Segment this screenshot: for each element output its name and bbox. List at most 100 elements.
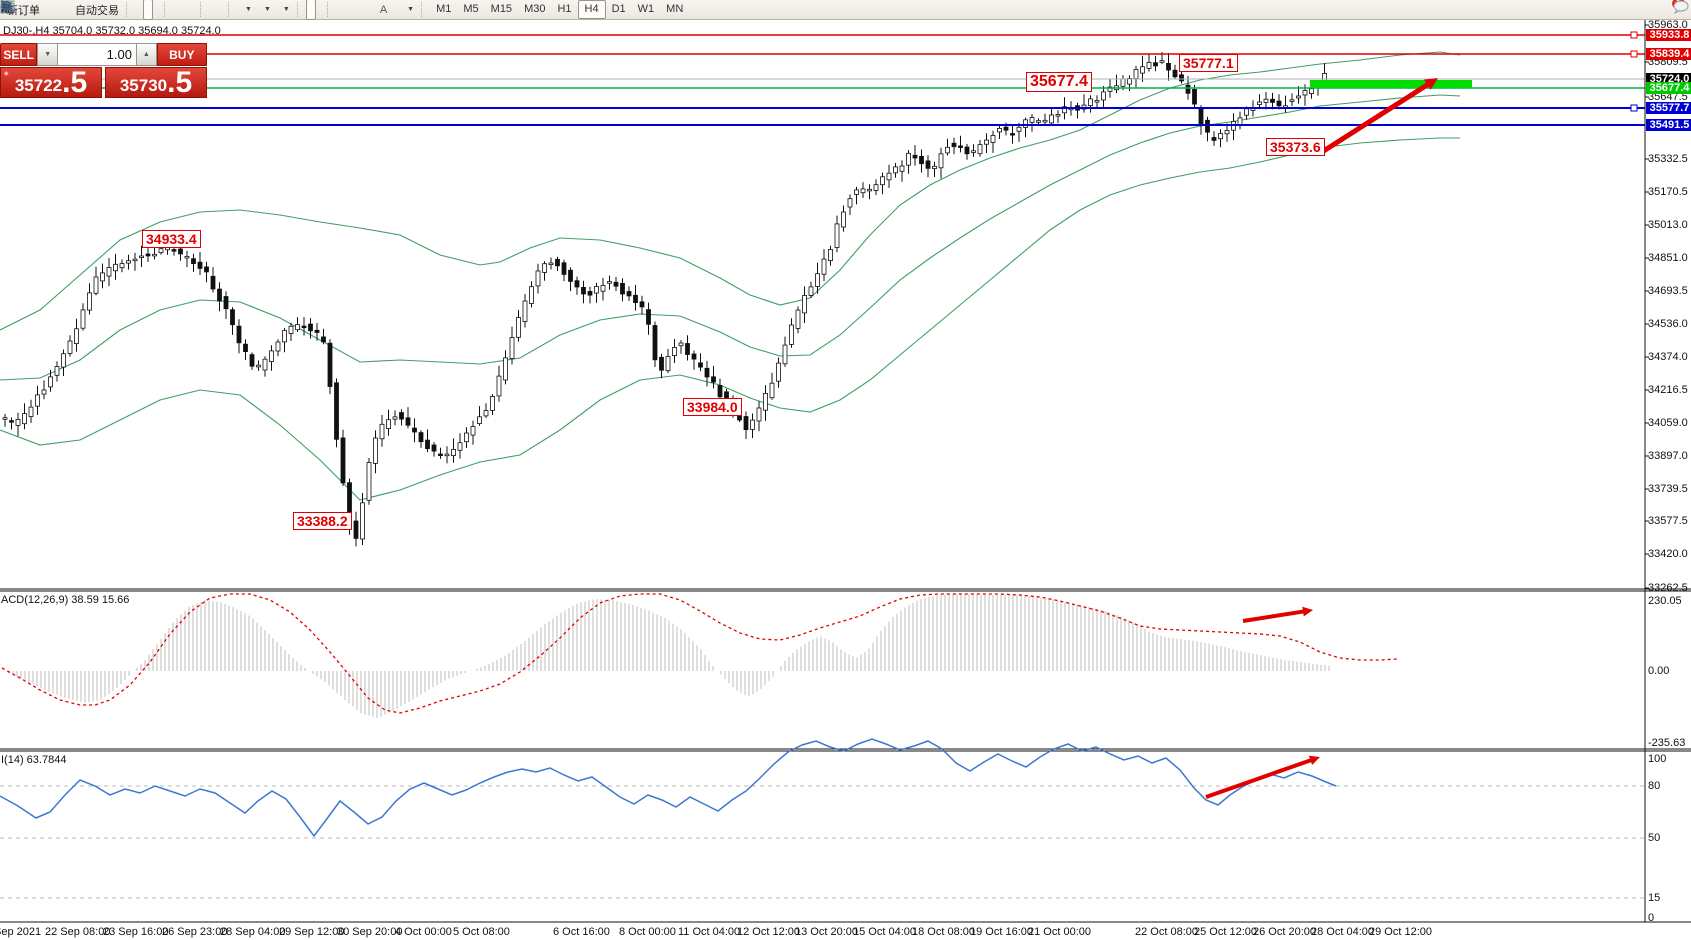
- green-highlight-bar[interactable]: [1310, 80, 1472, 88]
- price-axis-tick: 33739.5: [1648, 483, 1688, 495]
- time-axis-label: 8 Oct 00:00: [619, 926, 676, 938]
- price-annotation[interactable]: 35373.6: [1266, 138, 1325, 156]
- time-axis-label: 13 Oct 20:00: [795, 926, 858, 938]
- text-label-button[interactable]: T: [0, 0, 399, 19]
- price-annotation[interactable]: 33984.0: [683, 398, 742, 416]
- timeframe-mn[interactable]: MN: [666, 3, 684, 15]
- trendline-button[interactable]: [1, 0, 360, 19]
- price-axis-tick: 34374.0: [1648, 351, 1688, 363]
- chart-shift-button[interactable]: [1, 0, 225, 19]
- line-handle[interactable]: [1630, 104, 1638, 112]
- fibonacci-button[interactable]: F: [1, 0, 376, 19]
- price-axis-tick: 34693.5: [1648, 285, 1688, 297]
- timeframe-m30[interactable]: M30: [524, 3, 546, 15]
- timeframe-d1[interactable]: D1: [611, 3, 626, 15]
- sell-price-button[interactable]: ◆ 35722.5: [0, 67, 102, 98]
- new-order-label: 新订单: [7, 4, 40, 17]
- buy-button[interactable]: BUY: [156, 43, 207, 66]
- time-axis-label: 28 Oct 04:00: [1311, 926, 1374, 938]
- timeframe-w1[interactable]: W1: [637, 3, 655, 15]
- crosshair-button[interactable]: [1, 0, 324, 19]
- price-axis-tick: 35170.5: [1648, 186, 1688, 198]
- arrow-head-icon: [1308, 755, 1320, 765]
- price-axis-tick: 35013.0: [1648, 219, 1688, 231]
- bar-chart-button[interactable]: [1, 0, 143, 19]
- chart-forward-button[interactable]: [1, 0, 217, 19]
- candlestick-series: [2, 51, 1327, 547]
- time-axis-label: 29 Oct 12:00: [1369, 926, 1432, 938]
- toolbar-separator: [296, 2, 303, 17]
- data-window-button[interactable]: [1, 0, 60, 19]
- timeframe-m5[interactable]: M5: [463, 3, 479, 15]
- vertical-line-button[interactable]: [4, 0, 344, 19]
- one-click-trading-panel: SELL ▼ ▲ BUY ◆ 35722.5 35730.5: [0, 43, 207, 98]
- macd-histogram: [8, 594, 1330, 718]
- timeframe-h4[interactable]: H4: [577, 0, 606, 19]
- time-axis-label: 30 Sep 20:00: [337, 926, 403, 938]
- trend-arrow[interactable]: [1320, 80, 1433, 155]
- candlestick-chart-button[interactable]: [1, 0, 153, 20]
- horizontal-line-button[interactable]: [1, 0, 352, 19]
- time-axis-label: 11 Oct 04:00: [678, 926, 741, 938]
- cursor-button[interactable]: [1, 0, 316, 20]
- price-line-label: 35839.4: [1646, 48, 1691, 60]
- timeframe-m15[interactable]: M15: [490, 3, 513, 15]
- time-axis-label: 12 Oct 12:00: [737, 926, 800, 938]
- text-button[interactable]: A: [376, 0, 391, 19]
- tile-windows-button[interactable]: [1, 0, 197, 19]
- toolbar-separator: [228, 2, 234, 17]
- time-axis-label: 22 Oct 08:00: [1135, 926, 1198, 938]
- line-handle[interactable]: [1630, 50, 1638, 58]
- line-handle[interactable]: [1630, 31, 1638, 39]
- chart-title: DJ30-,H4 35704.0 35732.0 35694.0 35724.0: [3, 25, 221, 37]
- time-axis-label: 25 Oct 12:00: [1194, 926, 1257, 938]
- template-button[interactable]: ▼: [0, 0, 294, 19]
- time-axis-label: 5 Oct 08:00: [453, 926, 510, 938]
- search-button[interactable]: [1, 0, 1673, 19]
- zoom-in-button[interactable]: [1, 0, 181, 19]
- diamond-icon: ◆: [4, 71, 9, 77]
- signals-button[interactable]: [0, 0, 68, 19]
- time-axis-label: 23 Sep 16:00: [103, 926, 169, 938]
- time-axis-label: 22 Sep 08:00: [45, 926, 111, 938]
- sell-price: 35722: [14, 76, 63, 95]
- macd-axis-tick: 230.05: [1648, 595, 1682, 607]
- toolbar-separator: [126, 2, 132, 17]
- trend-arrow[interactable]: [1205, 757, 1315, 799]
- period-button[interactable]: ▼: [0, 0, 275, 19]
- volume-input[interactable]: [57, 43, 136, 66]
- volume-decrease-button[interactable]: ▼: [37, 43, 58, 66]
- price-line-label: 35577.7: [1646, 102, 1691, 114]
- price-annotation[interactable]: 33388.2: [293, 512, 352, 530]
- price-axis-tick: 34536.0: [1648, 318, 1688, 330]
- toolbar-separator: [164, 2, 170, 17]
- shapes-button[interactable]: ▼: [2, 0, 418, 19]
- chevron-down-icon: ▼: [263, 6, 271, 13]
- highlight-button[interactable]: [1, 0, 52, 19]
- auto-trading-label: 自动交易: [75, 4, 119, 17]
- buy-price-button[interactable]: 35730.5: [105, 67, 207, 98]
- toolbar-separator: [200, 2, 206, 17]
- timeframe-h1[interactable]: H1: [557, 3, 572, 15]
- add-indicator-button[interactable]: ▼: [1, 0, 256, 19]
- price-annotation[interactable]: 35677.4: [1026, 72, 1092, 92]
- notifications-button[interactable]: 1: [1670, 0, 1689, 19]
- time-axis-label: 26 Oct 20:00: [1253, 926, 1316, 938]
- line-chart-button[interactable]: [0, 0, 161, 19]
- rsi-axis-tick: 15: [1648, 892, 1661, 904]
- zoom-out-button[interactable]: [1, 0, 189, 19]
- volume-increase-button[interactable]: ▲: [135, 43, 157, 66]
- equidistant-channel-button[interactable]: E: [0, 0, 368, 19]
- price-annotation[interactable]: 34933.4: [142, 230, 201, 248]
- price-axis-tick: 33420.0: [1648, 548, 1688, 560]
- auto-trading-button[interactable]: 自动交易: [0, 0, 123, 19]
- sell-button[interactable]: SELL: [0, 43, 38, 66]
- chevron-down-icon: ▼: [245, 6, 252, 13]
- price-axis-tick: 33577.5: [1648, 515, 1688, 527]
- time-axis-label: Sep 2021: [0, 926, 42, 938]
- price-annotation[interactable]: 35777.1: [1179, 54, 1238, 72]
- timeframe-m1[interactable]: M1: [436, 3, 452, 15]
- price-line-label: 35491.5: [1646, 119, 1691, 131]
- trend-arrow[interactable]: [1242, 609, 1307, 623]
